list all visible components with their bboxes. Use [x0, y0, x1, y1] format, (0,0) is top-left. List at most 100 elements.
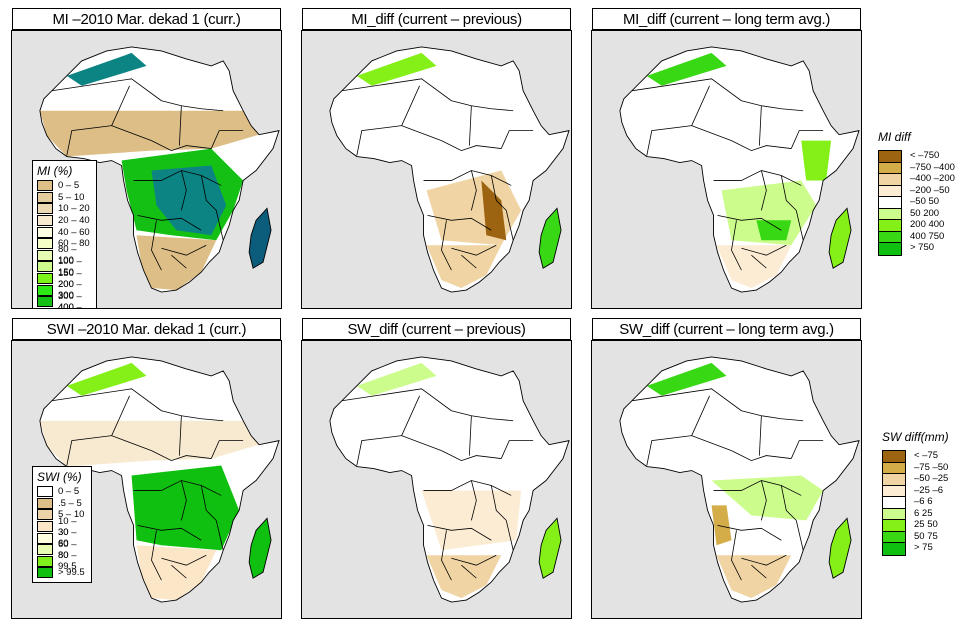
legend-swatch — [883, 474, 905, 486]
country-border — [341, 78, 452, 102]
panel-title: SW_diff (current – previous) — [302, 318, 571, 340]
legend-swatch — [37, 296, 53, 308]
legend-swatch — [37, 203, 53, 215]
legend-label: 20 – 40 — [58, 215, 90, 227]
coastline — [329, 46, 570, 293]
value-region — [801, 140, 832, 181]
country-border — [758, 415, 762, 456]
value-region — [66, 362, 147, 396]
legend-item: 40 – 60 — [37, 226, 92, 238]
country-border — [66, 435, 152, 466]
legend-item: 10 – 30 — [37, 516, 87, 538]
country-border — [780, 175, 797, 211]
value-region — [539, 208, 562, 269]
country-border — [461, 254, 477, 269]
legend-swatch — [37, 555, 53, 567]
country-border — [490, 485, 507, 521]
country-border — [713, 170, 802, 186]
legend-color-column — [878, 150, 902, 256]
legend-swatch — [883, 531, 905, 543]
legend-label: > 750 — [910, 242, 935, 253]
country-border — [215, 210, 224, 241]
legend-swatch — [37, 509, 53, 521]
value-regions — [39, 52, 272, 291]
legend-label: < –750 — [910, 150, 940, 161]
legend-label: –50 –25 — [914, 473, 949, 484]
legend-item: 80 – 100 — [37, 244, 92, 266]
value-region — [136, 545, 217, 601]
country-border — [741, 554, 787, 566]
country-border — [210, 130, 244, 149]
legend-item: 5 – 10 — [37, 509, 87, 521]
country-border — [780, 485, 797, 521]
country-border — [171, 254, 187, 269]
legend-swatch — [879, 151, 901, 163]
country-border — [356, 435, 442, 466]
value-region — [421, 490, 522, 551]
panel-title: MI_diff (current – long term avg.) — [592, 8, 861, 30]
legend-swatch — [37, 486, 53, 498]
country-border — [451, 554, 497, 566]
legend-item: > 99.5 — [37, 567, 87, 579]
value-region — [756, 220, 792, 241]
value-region — [646, 362, 727, 396]
country-border — [178, 105, 182, 146]
legend-label: 5 – 10 — [58, 509, 85, 521]
legend-mi-diff: MI diff < –750 –750 –400 –400 –200 –200 –50… — [878, 130, 955, 256]
country-border — [161, 100, 224, 112]
country-border — [468, 105, 472, 146]
legend-swatch — [37, 261, 53, 273]
legend-label: 200 400 — [910, 219, 945, 230]
country-border — [795, 520, 804, 551]
value-regions — [356, 52, 562, 289]
country-border — [631, 388, 742, 412]
legend-swatch — [883, 485, 905, 497]
country-border — [441, 220, 452, 271]
value-region — [131, 465, 240, 551]
country-border — [631, 78, 742, 102]
legend-swatch — [37, 273, 53, 285]
map-canvas — [619, 356, 860, 603]
legend-item: 150 – 200 — [37, 268, 92, 290]
country-border — [215, 520, 224, 551]
map-canvas — [329, 356, 570, 603]
legend-swatch — [37, 249, 53, 261]
country-border — [356, 125, 442, 156]
legend-label: 200 – 300 — [58, 279, 82, 302]
legend-label: 400 750 — [910, 230, 945, 242]
country-border — [161, 410, 224, 422]
panel-title: MI_diff (current – previous) — [302, 8, 571, 30]
legend-labels: < –750 –750 –400 –400 –200 –200 –50 –50 50 50… — [910, 150, 955, 254]
legend-swatch — [883, 497, 905, 509]
legend-item: 100 – 150 — [37, 256, 92, 278]
country-border — [423, 170, 512, 186]
legend-label: 6 25 — [914, 507, 933, 519]
country-border — [66, 125, 152, 156]
legend-label: 100 – 150 — [58, 255, 82, 278]
legend-label: –6 6 — [914, 496, 933, 507]
map-canvas — [39, 46, 280, 293]
country-border — [731, 530, 742, 581]
map-canvas — [329, 46, 570, 293]
legend-swatch — [37, 497, 53, 509]
legend-item: 200 – 300 — [37, 279, 92, 301]
country-border — [401, 395, 420, 436]
value-region — [716, 555, 792, 599]
legend-swatch — [879, 185, 901, 197]
value-region — [716, 245, 792, 289]
country-border — [451, 244, 497, 256]
legend-label: 60 – 80 — [58, 538, 77, 561]
value-region — [39, 420, 260, 467]
legend-swatch — [879, 174, 901, 186]
country-border — [151, 140, 212, 152]
legend-item: .5 – 5 — [37, 497, 87, 510]
value-region — [721, 180, 817, 246]
country-border — [461, 564, 477, 579]
coastline — [329, 356, 570, 603]
legend-swatch — [37, 238, 53, 250]
country-border — [731, 220, 742, 271]
country-border — [137, 214, 202, 231]
country-border — [691, 395, 710, 436]
africa-map — [301, 340, 572, 619]
